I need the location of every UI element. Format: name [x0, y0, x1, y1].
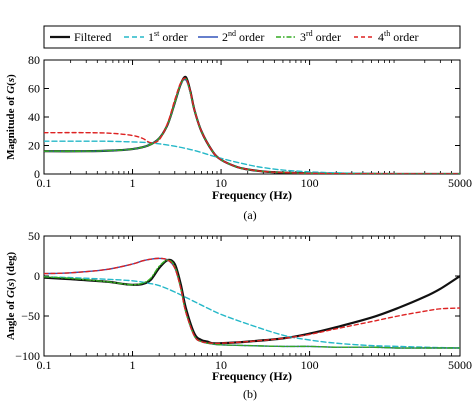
legend-items: Filtered 1st order 2nd order 3rd order 4th o…	[50, 29, 419, 44]
magnitude-series-1	[44, 75, 460, 174]
angle-y-tick-label: −50	[21, 309, 40, 323]
magnitude-x-tick-label: 0.1	[37, 176, 52, 190]
magnitude-x-tick-label: 10	[215, 176, 227, 190]
magnitude-y-axis-label-s: s	[5, 78, 17, 83]
legend: Filtered 1st order 2nd order 3rd order 4th o…	[43, 25, 461, 49]
magnitude-series-3	[44, 78, 460, 174]
angle-x-tick-label: 5000	[448, 358, 472, 372]
angle-x-tick-label: 0.1	[37, 358, 52, 372]
legend-label-4: 3rd order	[300, 29, 341, 44]
angle-x-tick-label: 10	[215, 358, 227, 372]
angle-plot-frame	[43, 235, 461, 357]
magnitude-x-axis-label: Frequency (Hz)	[212, 188, 292, 202]
angle-series-3	[44, 257, 460, 349]
magnitude-series-5	[44, 77, 460, 174]
panel-b-label: (b)	[243, 387, 257, 401]
legend-label-1: Filtered	[74, 30, 111, 44]
angle-panel: 0.1 1 10 100 5000 −100 −50 0 50 Frequency (Hz) A…	[5, 229, 472, 401]
angle-x-tick-label: 1	[130, 358, 136, 372]
panel-a-label: (a)	[243, 208, 256, 222]
angle-y-axis-label: Angle of G(s) (deg)	[5, 252, 17, 341]
magnitude-series-4	[44, 77, 460, 174]
legend-label-3: 2nd order	[222, 29, 264, 44]
magnitude-y-tick-label: 60	[28, 82, 40, 96]
angle-series	[44, 257, 460, 349]
magnitude-y-axis-label: Magnitude of G(s)	[5, 74, 17, 160]
angle-y-axis-label-g: G	[5, 290, 17, 298]
angle-y-tick-label: −100	[15, 349, 40, 363]
angle-y-tick-label: 50	[28, 229, 40, 243]
magnitude-x-tick-label: 100	[301, 176, 319, 190]
magnitude-panel: 0.1 1 10 100 5000 0 20 40 60 80 Frequency (Hz) Ma…	[5, 53, 472, 222]
magnitude-axis-ticks: 0.1 1 10 100 5000 0 20 40 60 80	[28, 53, 472, 190]
magnitude-y-tick-label: 20	[28, 139, 40, 153]
angle-series-1	[44, 258, 460, 345]
magnitude-y-tick-label: 80	[28, 53, 40, 67]
angle-series-2	[44, 276, 460, 349]
magnitude-x-tick-label: 5000	[448, 176, 472, 190]
legend-label-2: 1st order	[148, 29, 188, 44]
magnitude-y-axis-label-g: G	[5, 86, 17, 94]
angle-x-axis-label: Frequency (Hz)	[212, 369, 292, 383]
magnitude-y-tick-label: 0	[34, 167, 40, 181]
angle-y-tick-label: 0	[34, 269, 40, 283]
magnitude-series	[44, 75, 460, 174]
angle-series-5	[44, 257, 460, 345]
angle-y-axis-label-s: s	[5, 282, 17, 287]
magnitude-plot-frame	[43, 59, 461, 175]
angle-series-4	[44, 259, 460, 349]
legend-label-5: 4th order	[378, 29, 419, 44]
legend-box	[43, 25, 461, 49]
angle-axis-ticks: 0.1 1 10 100 5000 −100 −50 0 50	[15, 229, 472, 372]
angle-x-tick-label: 100	[301, 358, 319, 372]
magnitude-y-tick-label: 40	[28, 110, 40, 124]
magnitude-x-tick-label: 1	[130, 176, 136, 190]
